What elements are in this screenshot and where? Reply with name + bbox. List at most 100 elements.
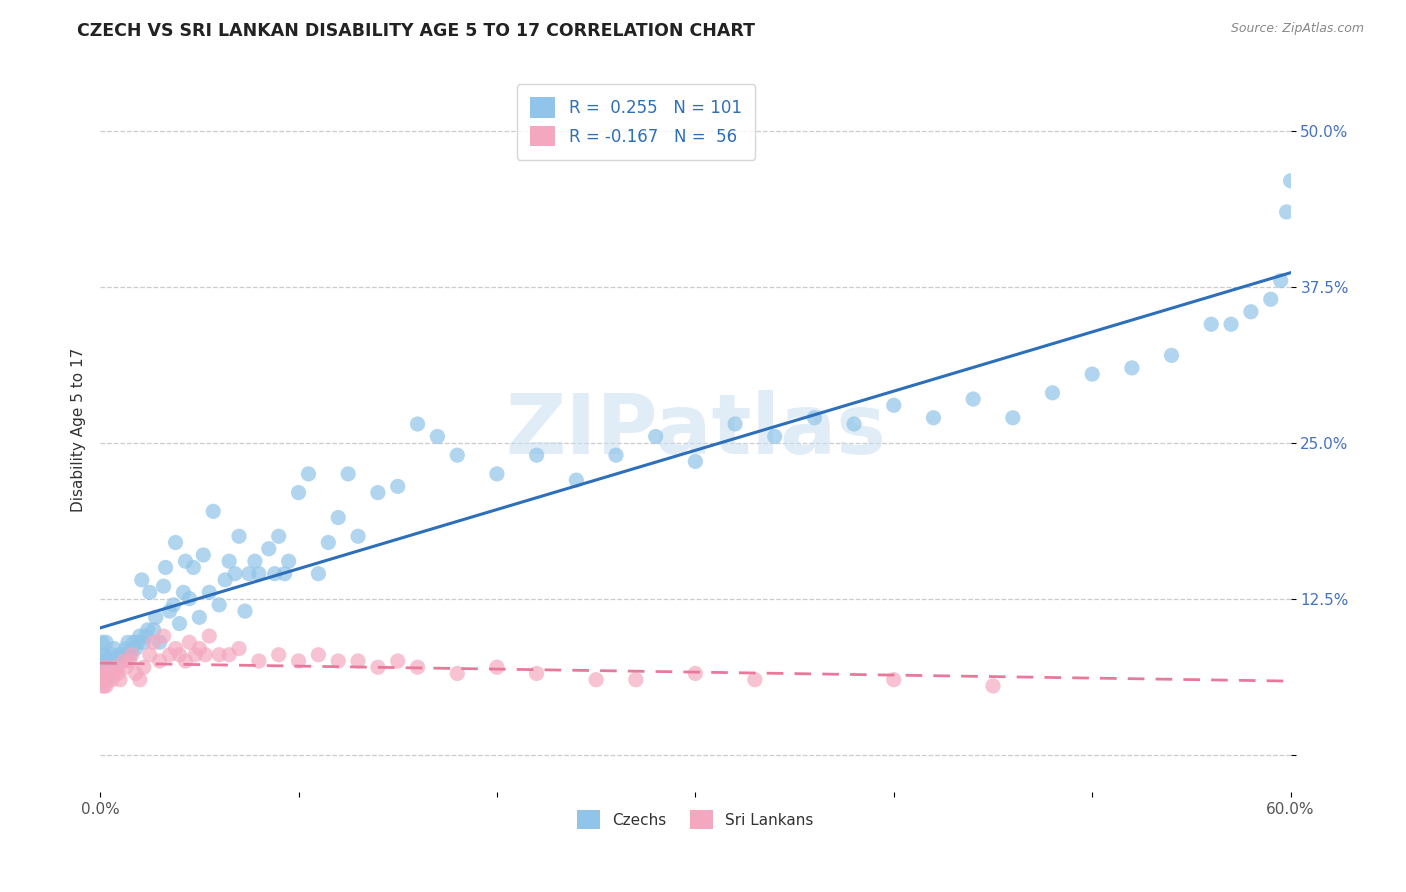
Point — [93, 666, 115, 681]
Point — [174, 554, 197, 568]
Point — [91, 660, 114, 674]
Point — [194, 648, 217, 662]
Point — [267, 648, 290, 662]
Point — [188, 641, 211, 656]
Point — [179, 635, 201, 649]
Point — [125, 666, 148, 681]
Point — [112, 654, 135, 668]
Point — [426, 429, 449, 443]
Point — [193, 548, 215, 562]
Point — [138, 648, 160, 662]
Point — [174, 654, 197, 668]
Point — [128, 673, 150, 687]
Point — [101, 673, 124, 687]
Point — [107, 654, 129, 668]
Point — [307, 648, 329, 662]
Point — [122, 635, 145, 649]
Point — [91, 673, 114, 687]
Point — [162, 598, 184, 612]
Text: CZECH VS SRI LANKAN DISABILITY AGE 5 TO 17 CORRELATION CHART: CZECH VS SRI LANKAN DISABILITY AGE 5 TO … — [77, 22, 755, 40]
Point — [101, 648, 124, 662]
Point — [287, 654, 309, 668]
Point — [142, 623, 165, 637]
Point — [238, 566, 260, 581]
Point — [685, 454, 707, 468]
Point — [224, 566, 246, 581]
Y-axis label: Disability Age 5 to 17: Disability Age 5 to 17 — [72, 348, 86, 512]
Point — [1081, 367, 1104, 381]
Point — [526, 666, 548, 681]
Point — [91, 666, 114, 681]
Point — [446, 448, 468, 462]
Point — [198, 629, 221, 643]
Point — [117, 635, 139, 649]
Point — [142, 635, 165, 649]
Point — [97, 673, 120, 687]
Point — [724, 417, 747, 431]
Point — [273, 566, 295, 581]
Point — [218, 648, 240, 662]
Point — [98, 654, 121, 668]
Point — [91, 635, 114, 649]
Point — [257, 541, 280, 556]
Point — [152, 629, 174, 643]
Point — [115, 641, 138, 656]
Point — [165, 535, 187, 549]
Point — [107, 666, 129, 681]
Point — [93, 679, 115, 693]
Point — [98, 666, 121, 681]
Point — [169, 648, 191, 662]
Point — [347, 654, 370, 668]
Point — [132, 635, 155, 649]
Point — [93, 648, 115, 662]
Point — [138, 585, 160, 599]
Point — [91, 654, 114, 668]
Point — [94, 660, 117, 674]
Point — [1240, 304, 1263, 318]
Point — [94, 673, 117, 687]
Text: ZIPatlas: ZIPatlas — [505, 390, 886, 471]
Point — [94, 660, 117, 674]
Point — [131, 573, 153, 587]
Point — [105, 660, 128, 674]
Point — [744, 673, 766, 687]
Point — [169, 616, 191, 631]
Point — [91, 679, 114, 693]
Point — [922, 410, 945, 425]
Point — [243, 554, 266, 568]
Point — [115, 660, 138, 674]
Point — [111, 654, 134, 668]
Point — [233, 604, 256, 618]
Point — [118, 654, 141, 668]
Point — [208, 598, 231, 612]
Point — [91, 648, 114, 662]
Point — [172, 585, 194, 599]
Point — [347, 529, 370, 543]
Legend: Czechs, Sri Lankans: Czechs, Sri Lankans — [571, 804, 820, 835]
Point — [247, 654, 270, 668]
Point — [103, 641, 125, 656]
Point — [105, 660, 128, 674]
Point — [128, 629, 150, 643]
Point — [526, 448, 548, 462]
Point — [485, 660, 508, 674]
Point — [1001, 410, 1024, 425]
Point — [644, 429, 666, 443]
Point — [267, 529, 290, 543]
Point — [112, 648, 135, 662]
Point — [184, 648, 207, 662]
Point — [406, 417, 429, 431]
Point — [93, 654, 115, 668]
Point — [108, 648, 131, 662]
Point — [962, 392, 984, 406]
Point — [132, 660, 155, 674]
Point — [1279, 174, 1302, 188]
Point — [125, 641, 148, 656]
Point — [208, 648, 231, 662]
Point — [1121, 360, 1143, 375]
Point — [367, 485, 389, 500]
Point — [287, 485, 309, 500]
Point — [91, 666, 114, 681]
Point — [145, 610, 167, 624]
Point — [367, 660, 389, 674]
